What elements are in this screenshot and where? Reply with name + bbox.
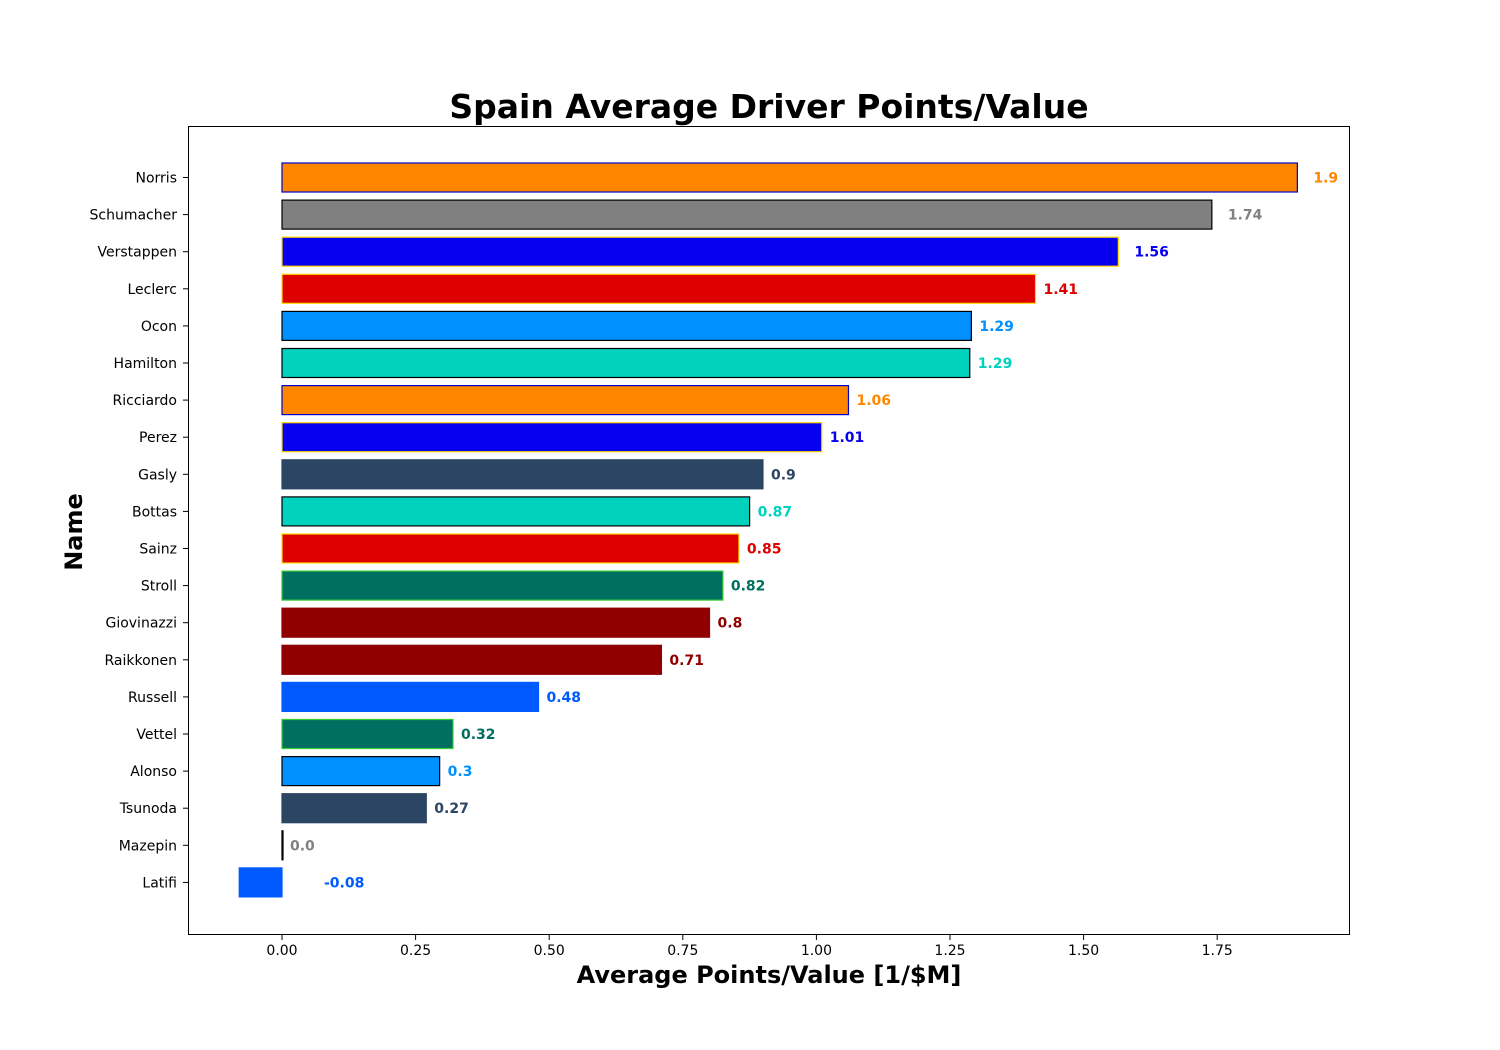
bar-russell — [281, 681, 540, 713]
value-label-raikkonen: 0.71 — [669, 653, 704, 669]
value-label-vettel: 0.32 — [461, 727, 496, 743]
bar-ricciardo — [281, 385, 850, 416]
value-label-perez: 1.01 — [830, 430, 865, 446]
plot-frame — [188, 126, 1350, 935]
y-tick-label-alonso: Alonso — [130, 764, 177, 780]
value-label-stroll: 0.82 — [731, 579, 766, 595]
y-tick-label-sainz: Sainz — [139, 542, 177, 558]
bar-verstappen — [281, 236, 1119, 267]
x-axis-title: Average Points/Value [1/$M] — [577, 961, 962, 989]
y-tick-label-tsunoda: Tsunoda — [119, 801, 177, 817]
x-tick-label: 0.00 — [266, 943, 297, 959]
chart-title: Spain Average Driver Points/Value — [449, 87, 1088, 126]
x-tick-label: 1.50 — [1068, 943, 1099, 959]
x-tick-label: 0.75 — [667, 943, 698, 959]
y-tick-label-mazepin: Mazepin — [119, 838, 177, 854]
value-label-hamilton: 1.29 — [978, 356, 1013, 372]
value-label-schumacher: 1.74 — [1228, 208, 1263, 224]
y-tick-label-vettel: Vettel — [136, 727, 177, 743]
value-label-giovinazzi: 0.8 — [718, 616, 743, 632]
x-tick-label: 0.25 — [400, 943, 431, 959]
bar-sainz — [281, 533, 740, 564]
bar-latifi — [238, 867, 283, 898]
value-label-sainz: 0.85 — [747, 542, 782, 558]
y-tick-label-stroll: Stroll — [141, 579, 177, 595]
y-tick-label-norris: Norris — [136, 171, 178, 187]
x-tick-label: 1.25 — [934, 943, 965, 959]
value-label-bottas: 0.87 — [758, 504, 793, 520]
bar-hamilton — [281, 347, 971, 379]
bar-tsunoda — [281, 793, 427, 824]
y-axis-title: Name — [60, 493, 88, 571]
y-tick-label-latifi: Latifi — [142, 875, 177, 891]
x-tick-label: 1.75 — [1202, 943, 1233, 959]
value-label-norris: 1.9 — [1313, 171, 1338, 187]
y-tick-label-gasly: Gasly — [138, 467, 177, 483]
y-tick-label-giovinazzi: Giovinazzi — [105, 616, 177, 632]
bar-stroll — [281, 570, 724, 601]
y-tick-label-raikkonen: Raikkonen — [104, 653, 177, 669]
y-tick-label-schumacher: Schumacher — [90, 208, 178, 224]
bar-perez — [281, 422, 823, 453]
y-tick-label-leclerc: Leclerc — [127, 282, 177, 298]
value-label-ocon: 1.29 — [979, 319, 1014, 335]
bar-mazepin — [281, 830, 284, 861]
bar-bottas — [281, 496, 751, 527]
y-tick-label-hamilton: Hamilton — [114, 356, 177, 372]
bar-giovinazzi — [281, 607, 711, 638]
y-tick-label-perez: Perez — [139, 430, 177, 446]
value-labels-layer: 1.9 1.74 1.56 1.41 1.29 1.29 1.06 1.01 0.9 0.87 0.… — [290, 171, 1338, 892]
bar-gasly — [281, 459, 764, 490]
value-label-mazepin: 0.0 — [290, 838, 315, 854]
bar-vettel — [281, 718, 454, 750]
bar-norris — [281, 162, 1298, 193]
y-tick-label-russell: Russell — [128, 690, 177, 706]
x-tick-label: 0.50 — [534, 943, 565, 959]
y-tick-label-ricciardo: Ricciardo — [113, 393, 177, 409]
x-tick-label: 1.00 — [801, 943, 832, 959]
value-label-tsunoda: 0.27 — [434, 801, 469, 817]
value-label-russell: 0.48 — [547, 690, 582, 706]
value-label-gasly: 0.9 — [771, 467, 796, 483]
value-label-latifi: -0.08 — [324, 875, 364, 891]
value-label-verstappen: 1.56 — [1134, 245, 1169, 261]
y-tick-label-verstappen: Verstappen — [98, 245, 177, 261]
bar-alonso — [281, 755, 441, 787]
bar-schumacher — [281, 199, 1213, 230]
y-tick-label-bottas: Bottas — [132, 504, 177, 520]
value-label-alonso: 0.3 — [448, 764, 473, 780]
bar-ocon — [281, 310, 972, 341]
bars-layer — [238, 162, 1298, 898]
y-axis-ticks: Norris Schumacher Verstappen Leclerc Ocon Ham… — [90, 171, 188, 891]
bar-raikkonen — [281, 644, 663, 675]
y-tick-label-ocon: Ocon — [141, 319, 177, 335]
value-label-ricciardo: 1.06 — [856, 393, 891, 409]
bar-leclerc — [281, 273, 1037, 304]
value-label-leclerc: 1.41 — [1044, 282, 1079, 298]
x-axis-ticks: 0.00 0.25 0.50 0.75 1.00 1.25 1.50 1.75 — [266, 935, 1233, 959]
